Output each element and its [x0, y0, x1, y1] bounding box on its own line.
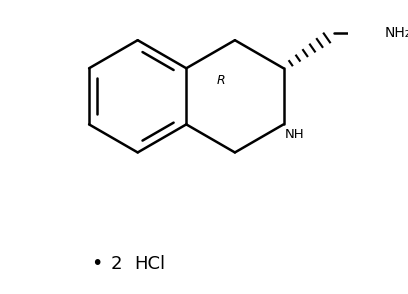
Text: R: R — [217, 74, 225, 87]
Text: NH: NH — [285, 128, 305, 141]
Text: NH₂: NH₂ — [384, 26, 408, 40]
Text: •: • — [91, 254, 102, 273]
Text: 2: 2 — [111, 255, 122, 273]
Text: HCl: HCl — [134, 255, 165, 273]
